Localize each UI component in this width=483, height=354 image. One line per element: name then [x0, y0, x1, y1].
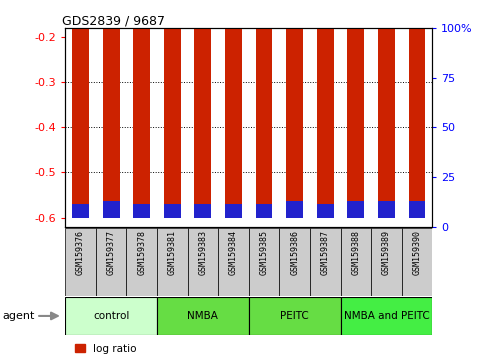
- Bar: [164, 0, 181, 204]
- Bar: [286, 0, 303, 201]
- Bar: [378, 0, 395, 201]
- Bar: [157, 297, 249, 335]
- Bar: [65, 228, 96, 296]
- Bar: [218, 228, 249, 296]
- Bar: [195, 204, 211, 218]
- Text: GSM159385: GSM159385: [259, 230, 269, 275]
- Bar: [371, 228, 402, 296]
- Bar: [127, 228, 157, 296]
- Bar: [317, 0, 334, 204]
- Bar: [72, 204, 89, 218]
- Bar: [378, 201, 395, 218]
- Text: GSM159381: GSM159381: [168, 230, 177, 275]
- Text: GDS2839 / 9687: GDS2839 / 9687: [61, 14, 165, 27]
- Text: agent: agent: [2, 311, 35, 321]
- Bar: [341, 297, 432, 335]
- Text: GSM159386: GSM159386: [290, 230, 299, 275]
- Bar: [164, 204, 181, 218]
- Bar: [133, 204, 150, 218]
- Bar: [347, 201, 364, 218]
- Bar: [157, 228, 187, 296]
- Legend: log ratio, percentile rank within the sample: log ratio, percentile rank within the sa…: [71, 340, 273, 354]
- Bar: [310, 228, 341, 296]
- Bar: [249, 228, 279, 296]
- Bar: [256, 0, 272, 204]
- Text: GSM159378: GSM159378: [137, 230, 146, 275]
- Text: PEITC: PEITC: [280, 311, 309, 321]
- Bar: [103, 201, 119, 218]
- Bar: [402, 228, 432, 296]
- Text: GSM159377: GSM159377: [107, 230, 115, 275]
- Bar: [133, 0, 150, 204]
- Bar: [256, 204, 272, 218]
- Bar: [72, 0, 89, 204]
- Bar: [103, 0, 119, 201]
- Bar: [195, 0, 211, 204]
- Bar: [279, 228, 310, 296]
- Bar: [409, 0, 426, 201]
- Bar: [225, 0, 242, 204]
- Bar: [96, 228, 127, 296]
- Bar: [347, 0, 364, 201]
- Text: NMBA: NMBA: [187, 311, 218, 321]
- Text: GSM159389: GSM159389: [382, 230, 391, 275]
- Bar: [317, 204, 334, 218]
- Bar: [187, 228, 218, 296]
- Bar: [409, 201, 426, 218]
- Bar: [65, 297, 157, 335]
- Text: GSM159383: GSM159383: [199, 230, 207, 275]
- Text: GSM159390: GSM159390: [412, 230, 422, 275]
- Text: GSM159387: GSM159387: [321, 230, 330, 275]
- Text: NMBA and PEITC: NMBA and PEITC: [343, 311, 429, 321]
- Text: GSM159376: GSM159376: [76, 230, 85, 275]
- Text: GSM159388: GSM159388: [351, 230, 360, 275]
- Bar: [225, 204, 242, 218]
- Bar: [249, 297, 341, 335]
- Text: control: control: [93, 311, 129, 321]
- Bar: [341, 228, 371, 296]
- Bar: [286, 201, 303, 218]
- Text: GSM159384: GSM159384: [229, 230, 238, 275]
